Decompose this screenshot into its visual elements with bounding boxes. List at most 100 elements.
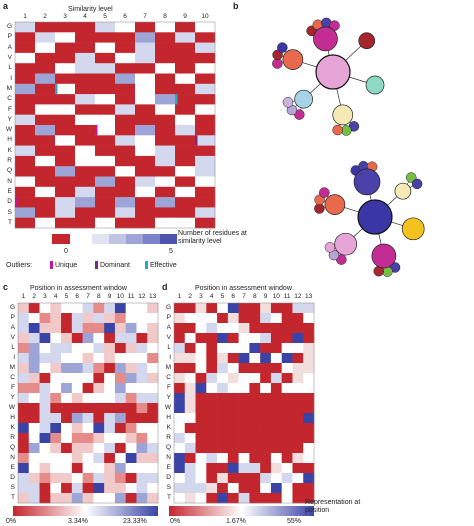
network-node-p [401, 217, 425, 241]
row-label-d: A [166, 324, 171, 331]
heatmap-c-cell [104, 433, 116, 444]
heatmap-a-cell [155, 42, 176, 54]
heatmap-c-cell [71, 303, 83, 314]
heatmap-d-cell [195, 363, 207, 374]
heatmap-c-cell [28, 473, 40, 484]
heatmap-d-cell [206, 393, 218, 404]
heatmap-d-cell [184, 353, 196, 364]
heatmap-a-cell [135, 217, 156, 229]
heatmap-a-cell [195, 73, 216, 85]
heatmap-d-cell [227, 343, 239, 354]
heatmap-a-cell [55, 22, 76, 33]
row-label-a: L [8, 64, 12, 72]
heatmap-c-cell [18, 453, 30, 464]
heatmap-c-cell [114, 333, 126, 344]
heatmap-a-cell [95, 52, 116, 64]
heatmap-a-cell [35, 176, 56, 188]
heatmap-d-cell [281, 403, 293, 414]
heatmap-c-cell [114, 313, 126, 324]
row-label-a: A [7, 43, 12, 51]
heatmap-a-cell [195, 176, 216, 188]
heatmap-a-cell [75, 63, 96, 74]
heatmap-c-cell [114, 353, 126, 364]
heatmap-c-cell [125, 303, 137, 314]
heatmap-d-cell [303, 353, 315, 364]
heatmap-d-cell [303, 443, 315, 454]
network-node-i [272, 49, 283, 61]
row-label-d: Y [166, 394, 171, 401]
heatmap-d-cell [195, 323, 207, 334]
heatmap-d-cell [184, 313, 196, 324]
heatmap-d-cell [238, 413, 250, 424]
heatmap-c-cell [93, 433, 105, 444]
heatmap-c-cell [104, 363, 116, 374]
heatmap-a-cell [95, 32, 116, 43]
heatmap-d-cell [195, 313, 207, 324]
heatmap-a-cell [15, 125, 36, 136]
heatmap-c-cell [50, 333, 62, 344]
heatmap-c-cell [28, 373, 40, 384]
heatmap-a-cell [195, 197, 216, 208]
heatmap-d-cell [217, 373, 229, 384]
heatmap-d-cell [227, 423, 239, 434]
heatmap-d-cell [238, 493, 250, 504]
heatmap-d-cell [174, 443, 186, 454]
heatmap-d-cell [260, 323, 272, 334]
heatmap-a-cell [35, 104, 56, 115]
heatmap-d-cell [227, 473, 239, 484]
heatmap-a-cell [155, 217, 176, 229]
heatmap-d-cell [195, 393, 207, 404]
heatmap-d-cell [238, 333, 250, 344]
panel-a-letter: a [3, 1, 9, 11]
heatmap-c-cell [28, 313, 40, 324]
row-label-c: S [10, 484, 15, 491]
heatmap-d-cell [303, 313, 315, 324]
heatmap-c-cell [82, 303, 94, 314]
heatmap-d-cell [227, 463, 239, 474]
heatmap-a-frame [14, 21, 216, 229]
heatmap-c-cell [136, 393, 148, 404]
heatmap-d-cell [249, 423, 261, 434]
heatmap-d-cell [292, 323, 304, 334]
row-label-d: R [166, 434, 171, 441]
heatmap-c-cell [147, 313, 159, 324]
heatmap-c-cell [104, 393, 116, 404]
heatmap-a-cell [175, 125, 196, 136]
heatmap-d-cell [238, 473, 250, 484]
network-node-a [294, 89, 314, 109]
heatmap-d-cell [206, 383, 218, 394]
heatmap-d-cell [238, 463, 250, 474]
row-label-a: K [7, 146, 12, 154]
heatmap-c-cell [39, 473, 51, 484]
heatmap-c-cell [50, 363, 62, 374]
heatmap-c-cell [114, 323, 126, 334]
heatmap-a-cell [195, 145, 216, 157]
col-label-c: 10 [116, 293, 124, 300]
heatmap-a-cell [155, 32, 176, 43]
heatmap-a-cell [95, 166, 116, 177]
row-label-c: A [10, 324, 15, 331]
heatmap-c-cell [136, 493, 148, 504]
heatmap-d-cell [270, 393, 282, 404]
heatmap-c-cell [147, 303, 159, 314]
heatmap-c-cell [28, 423, 40, 434]
heatmap-d-cell [249, 343, 261, 354]
heatmap-a-cell [15, 73, 36, 85]
heatmap-a-cell [75, 22, 96, 33]
heatmap-c-cell [93, 323, 105, 334]
heatmap-d-cell [292, 473, 304, 484]
heatmap-a-cell [115, 207, 136, 218]
heatmap-a-cell [135, 145, 156, 157]
heatmap-d-cell [217, 483, 229, 494]
heatmap-c-cell [61, 483, 73, 494]
heatmap-d-cell [217, 333, 229, 344]
heatmap-d-cell [195, 343, 207, 354]
heatmap-c-cell [18, 443, 30, 454]
outlier-swatch [145, 261, 148, 269]
heatmap-d-cell [184, 413, 196, 424]
heatmap-d-cell [249, 483, 261, 494]
heatmap-c-cell [39, 303, 51, 314]
heatmap-c-cell [93, 463, 105, 474]
heatmap-d-cell [281, 383, 293, 394]
row-label-a: G [6, 23, 12, 31]
